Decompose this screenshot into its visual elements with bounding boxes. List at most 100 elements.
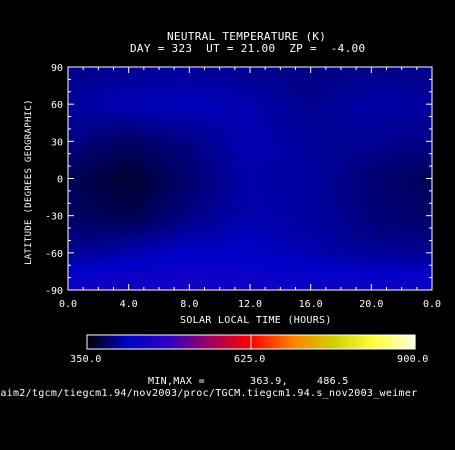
heatmap-cell bbox=[424, 67, 433, 74]
heatmap-cell bbox=[310, 252, 319, 260]
heatmap-cell bbox=[166, 209, 175, 217]
heatmap-cell bbox=[75, 197, 84, 204]
heatmap-cell bbox=[401, 73, 410, 80]
heatmap-cell bbox=[121, 178, 130, 186]
heatmap-cell bbox=[234, 85, 244, 93]
heatmap-cell bbox=[159, 252, 168, 260]
heatmap-cell bbox=[105, 234, 115, 242]
heatmap-cell bbox=[234, 246, 244, 254]
heatmap-cell bbox=[325, 259, 335, 266]
heatmap-cell bbox=[265, 221, 274, 229]
heatmap-cell bbox=[105, 159, 115, 167]
heatmap-cell bbox=[409, 104, 418, 111]
heatmap-cell bbox=[242, 79, 251, 87]
heatmap-cell bbox=[386, 73, 395, 80]
heatmap-cell bbox=[356, 221, 365, 229]
heatmap-cell bbox=[409, 178, 418, 186]
heatmap-cell bbox=[325, 234, 335, 242]
heatmap-cell bbox=[409, 215, 418, 223]
heatmap-cell bbox=[287, 147, 297, 155]
heatmap-cell bbox=[310, 209, 319, 217]
heatmap-cell bbox=[287, 228, 297, 235]
heatmap-cell bbox=[356, 85, 365, 93]
heatmap-cell bbox=[363, 271, 372, 279]
heatmap-cell bbox=[363, 215, 372, 223]
heatmap-cell bbox=[295, 166, 304, 173]
heatmap-cell bbox=[401, 147, 410, 155]
heatmap-cell bbox=[204, 283, 213, 291]
heatmap-cell bbox=[68, 228, 77, 235]
heatmap-cell bbox=[242, 283, 251, 291]
heatmap-cell bbox=[90, 67, 99, 74]
heatmap-cell bbox=[265, 215, 274, 223]
heatmap-cell bbox=[174, 110, 183, 118]
heatmap-cell bbox=[219, 73, 228, 80]
heatmap-cell bbox=[204, 153, 213, 161]
heatmap-cell bbox=[212, 116, 221, 124]
heatmap-cell bbox=[250, 85, 259, 93]
heatmap-cell bbox=[105, 166, 115, 173]
heatmap-cell bbox=[227, 209, 236, 217]
heatmap-cell bbox=[386, 147, 395, 155]
heatmap-cell bbox=[189, 259, 198, 266]
heatmap-cell bbox=[212, 97, 221, 105]
heatmap-cell bbox=[378, 135, 388, 142]
heatmap-cell bbox=[424, 122, 433, 130]
heatmap-cell bbox=[341, 73, 350, 80]
heatmap-cell bbox=[394, 246, 403, 254]
heatmap-cell bbox=[68, 79, 77, 87]
heatmap-cell bbox=[136, 178, 145, 186]
heatmap-cell bbox=[143, 234, 153, 242]
heatmap-cell bbox=[333, 153, 342, 161]
heatmap-cell bbox=[272, 141, 281, 149]
heatmap-cell bbox=[348, 73, 357, 80]
heatmap-cell bbox=[75, 85, 84, 93]
heatmap-cell bbox=[295, 283, 304, 291]
heatmap-cell bbox=[325, 221, 335, 229]
colorbar-cell bbox=[334, 335, 339, 349]
heatmap-cell bbox=[416, 85, 426, 93]
heatmap-cell bbox=[196, 265, 206, 273]
heatmap-cell bbox=[219, 153, 228, 161]
heatmap-cell bbox=[325, 190, 335, 198]
heatmap-cell bbox=[257, 190, 266, 198]
heatmap-cell bbox=[416, 172, 426, 180]
colorbar-cell bbox=[137, 335, 142, 349]
heatmap-cell bbox=[287, 110, 297, 118]
heatmap-cell bbox=[424, 283, 433, 291]
heatmap-cell bbox=[189, 190, 198, 198]
heatmap-cell bbox=[196, 147, 206, 155]
heatmap-cell bbox=[394, 178, 403, 186]
heatmap-cell bbox=[265, 240, 274, 248]
heatmap-cell bbox=[333, 234, 342, 242]
heatmap-cell bbox=[287, 159, 297, 167]
heatmap-cell bbox=[166, 166, 175, 173]
heatmap-cell bbox=[113, 166, 122, 173]
heatmap-cell bbox=[75, 252, 84, 260]
heatmap-cell bbox=[128, 178, 137, 186]
colorbar-cell bbox=[346, 335, 350, 349]
colorbar-cell bbox=[280, 335, 285, 349]
heatmap-cell bbox=[265, 122, 274, 130]
heatmap-cell bbox=[68, 141, 77, 149]
colorbar-cell bbox=[256, 335, 261, 349]
heatmap-cell bbox=[310, 221, 319, 229]
heatmap-cell bbox=[401, 110, 410, 118]
heatmap-cell bbox=[105, 246, 115, 254]
heatmap-cell bbox=[196, 240, 206, 248]
heatmap-cell bbox=[272, 203, 281, 211]
heatmap-cell bbox=[371, 159, 380, 167]
colorbar-cell bbox=[113, 335, 118, 349]
heatmap-cell bbox=[105, 85, 115, 93]
heatmap-cell bbox=[196, 166, 206, 173]
heatmap-cell bbox=[250, 277, 259, 285]
heatmap-cell bbox=[257, 283, 266, 291]
heatmap-cell bbox=[151, 283, 160, 291]
heatmap-cell bbox=[227, 110, 236, 118]
heatmap-cell bbox=[250, 79, 259, 87]
heatmap-cell bbox=[234, 153, 244, 161]
heatmap-cell bbox=[196, 91, 206, 99]
heatmap-cell bbox=[90, 234, 99, 242]
heatmap-cell bbox=[151, 135, 160, 142]
heatmap-cell bbox=[363, 122, 372, 130]
